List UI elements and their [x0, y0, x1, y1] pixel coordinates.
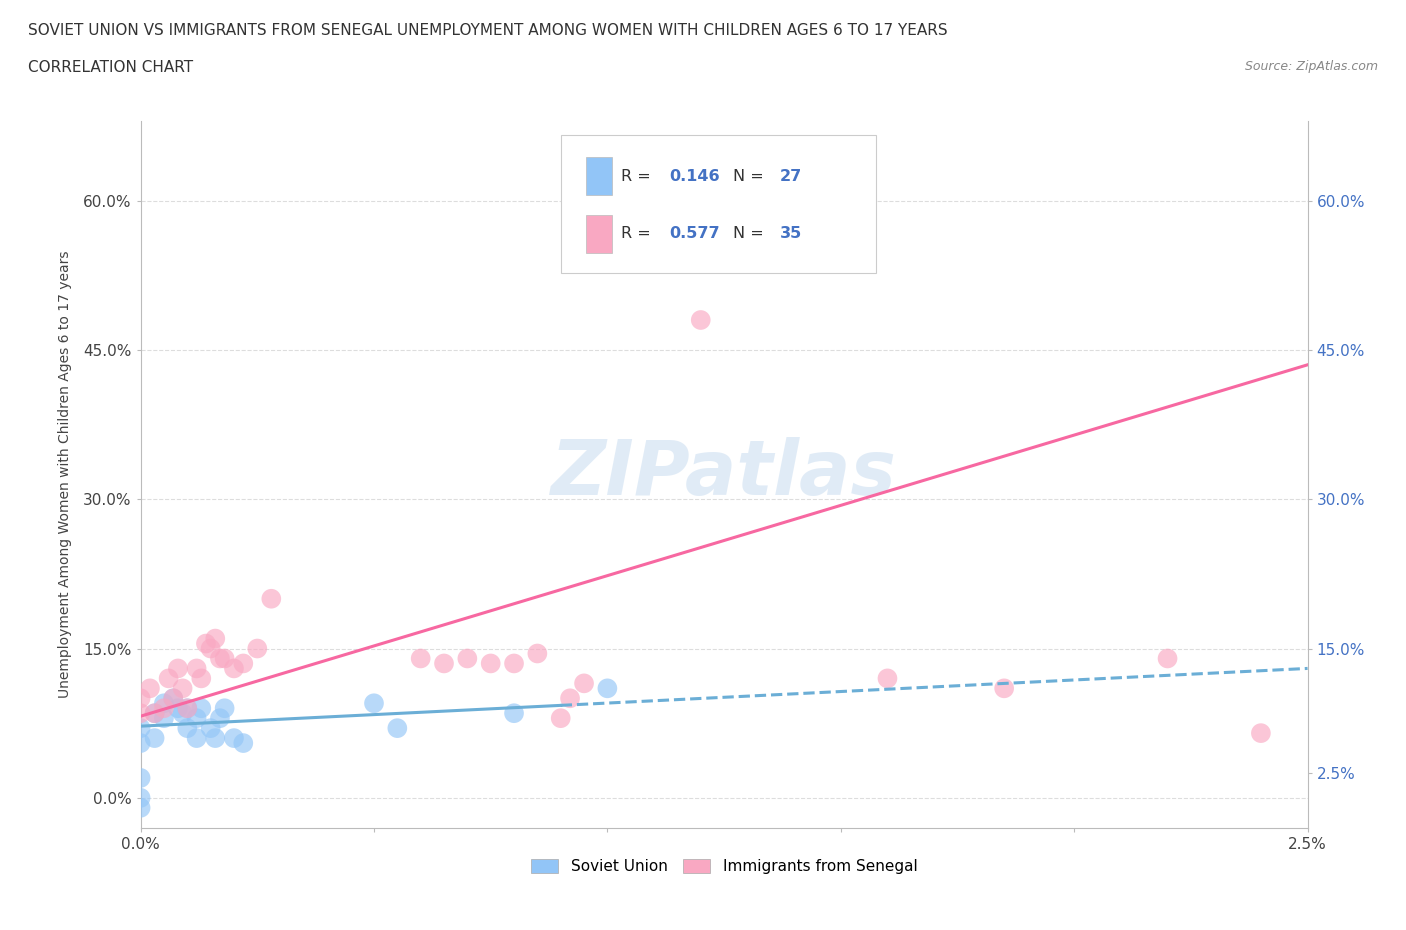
Text: CORRELATION CHART: CORRELATION CHART: [28, 60, 193, 75]
Point: [129, 801, 152, 816]
Text: N =: N =: [734, 168, 769, 183]
Point: [246, 641, 269, 656]
Text: N =: N =: [734, 227, 769, 242]
FancyBboxPatch shape: [586, 156, 612, 195]
Point: [167, 661, 190, 676]
Text: 27: 27: [780, 168, 803, 183]
Point: [232, 736, 254, 751]
Point: [190, 701, 212, 716]
FancyBboxPatch shape: [586, 215, 612, 254]
Point: [363, 696, 385, 711]
Text: R =: R =: [621, 227, 657, 242]
Point: [176, 721, 198, 736]
Point: [208, 651, 231, 666]
Point: [689, 312, 711, 327]
Point: [222, 731, 245, 746]
Text: 35: 35: [780, 227, 803, 242]
Point: [194, 636, 217, 651]
Point: [129, 770, 152, 785]
Point: [208, 711, 231, 725]
Point: [550, 711, 572, 725]
Point: [129, 721, 152, 736]
Point: [409, 651, 432, 666]
Point: [433, 656, 456, 671]
Point: [558, 691, 581, 706]
Point: [129, 736, 152, 751]
Point: [162, 691, 184, 706]
Point: [172, 681, 194, 696]
Point: [186, 731, 208, 746]
Point: [153, 711, 176, 725]
Point: [503, 656, 526, 671]
Point: [139, 681, 162, 696]
Point: [172, 706, 194, 721]
Point: [129, 706, 152, 721]
Point: [200, 721, 222, 736]
Point: [572, 676, 595, 691]
Point: [456, 651, 478, 666]
Point: [190, 671, 212, 685]
Text: R =: R =: [621, 168, 657, 183]
Text: ZIPatlas: ZIPatlas: [551, 437, 897, 512]
Point: [1250, 725, 1272, 740]
Point: [167, 701, 190, 716]
Point: [387, 721, 409, 736]
Text: SOVIET UNION VS IMMIGRANTS FROM SENEGAL UNEMPLOYMENT AMONG WOMEN WITH CHILDREN A: SOVIET UNION VS IMMIGRANTS FROM SENEGAL …: [28, 23, 948, 38]
Point: [186, 711, 208, 725]
Point: [162, 691, 184, 706]
Point: [993, 681, 1015, 696]
Point: [876, 671, 898, 685]
Point: [596, 681, 619, 696]
Text: 0.577: 0.577: [669, 227, 720, 242]
Point: [479, 656, 502, 671]
Point: [214, 651, 236, 666]
Point: [143, 731, 166, 746]
Y-axis label: Unemployment Among Women with Children Ages 6 to 17 years: Unemployment Among Women with Children A…: [58, 250, 72, 698]
Point: [143, 706, 166, 721]
Point: [176, 701, 198, 716]
Point: [214, 701, 236, 716]
Point: [1156, 651, 1178, 666]
FancyBboxPatch shape: [561, 135, 876, 272]
Point: [503, 706, 526, 721]
Point: [186, 661, 208, 676]
Point: [153, 696, 176, 711]
Point: [153, 701, 176, 716]
Text: Source: ZipAtlas.com: Source: ZipAtlas.com: [1244, 60, 1378, 73]
Point: [129, 790, 152, 805]
Point: [260, 591, 283, 606]
Point: [143, 706, 166, 721]
Point: [526, 646, 548, 661]
Point: [200, 641, 222, 656]
Point: [204, 631, 226, 646]
Point: [129, 691, 152, 706]
Point: [222, 661, 245, 676]
Point: [157, 671, 180, 685]
Legend: Soviet Union, Immigrants from Senegal: Soviet Union, Immigrants from Senegal: [524, 853, 924, 880]
Text: 0.146: 0.146: [669, 168, 720, 183]
Point: [232, 656, 254, 671]
Point: [176, 701, 198, 716]
Point: [204, 731, 226, 746]
